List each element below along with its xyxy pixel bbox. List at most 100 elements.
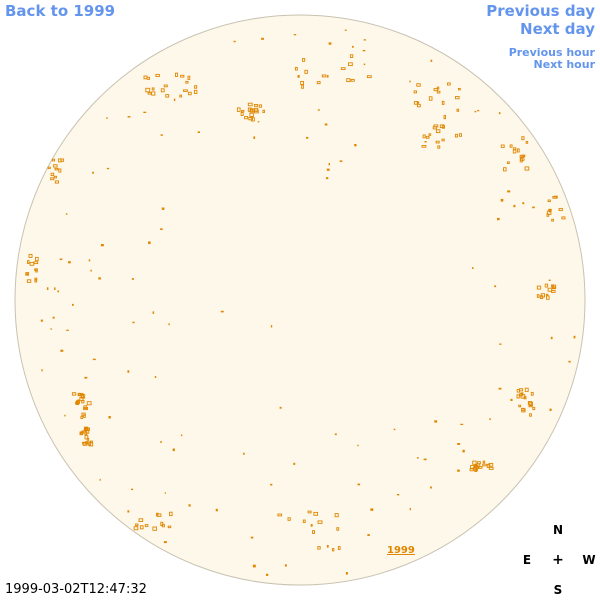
region-speck — [160, 134, 163, 136]
region-speck — [345, 572, 348, 575]
region-contour — [524, 166, 530, 171]
region-contour — [544, 283, 549, 288]
region-speck — [90, 269, 92, 272]
region-contour — [193, 89, 198, 94]
region-speck — [46, 287, 49, 290]
region-speck — [41, 369, 43, 372]
region-contour — [551, 284, 557, 289]
region-contour — [262, 109, 265, 113]
region-contour — [421, 145, 427, 148]
region-contour — [236, 107, 241, 112]
compass-north: N — [552, 523, 564, 537]
previous-hour-link[interactable]: Previous hour — [508, 46, 595, 59]
region-contour — [454, 133, 458, 138]
region-contour — [77, 399, 80, 404]
region-speck — [326, 168, 330, 171]
region-contour — [425, 135, 430, 139]
region-contour — [437, 145, 441, 149]
region-contour — [34, 277, 38, 281]
region-contour — [88, 442, 94, 447]
region-contour — [165, 94, 170, 98]
next-day-link[interactable]: Next day — [520, 20, 595, 38]
region-contours — [25, 29, 576, 576]
region-contour — [185, 80, 189, 84]
region-speck — [357, 444, 359, 447]
region-contour — [28, 253, 33, 258]
compass-east: E — [522, 553, 532, 567]
region-contour — [524, 387, 529, 392]
region-speck — [252, 564, 256, 568]
region-contour — [503, 167, 507, 172]
region-speck — [306, 136, 309, 139]
solar-disk — [14, 14, 586, 586]
region-contour — [321, 74, 327, 78]
region-speck — [172, 448, 175, 452]
year-region-label[interactable]: 1999 — [387, 545, 415, 556]
region-speck — [143, 111, 147, 113]
region-speck — [363, 39, 366, 41]
region-contour — [334, 513, 339, 518]
region-contour — [552, 196, 557, 199]
region-contour — [53, 164, 58, 168]
region-speck — [279, 406, 282, 409]
region-speck — [127, 116, 131, 118]
region-speck — [215, 508, 218, 512]
region-speck — [500, 198, 504, 202]
region-contour — [313, 511, 319, 516]
compass-center-icon: + — [552, 552, 564, 568]
region-contour — [331, 548, 335, 552]
region-contour — [348, 62, 353, 67]
region-contour — [439, 124, 445, 129]
next-hour-link[interactable]: Next hour — [533, 58, 596, 71]
region-contour — [500, 144, 505, 148]
region-speck — [409, 507, 411, 511]
region-contour — [249, 112, 254, 117]
previous-day-link[interactable]: Previous day — [486, 2, 595, 20]
region-contour — [85, 427, 90, 431]
region-speck — [127, 510, 130, 513]
region-speck — [334, 433, 337, 436]
region-contour — [441, 100, 445, 105]
region-contour — [54, 180, 59, 184]
region-contour — [147, 92, 152, 95]
region-contour — [366, 75, 372, 79]
region-contour — [536, 294, 540, 298]
region-contour — [51, 158, 56, 162]
region-contour — [35, 256, 39, 262]
region-speck — [367, 534, 370, 536]
region-speck — [293, 34, 297, 36]
region-contour — [436, 90, 441, 94]
region-contour — [83, 405, 88, 409]
region-speck — [98, 277, 101, 280]
region-contour — [53, 175, 57, 179]
region-contour — [477, 461, 481, 465]
region-speck — [148, 241, 151, 245]
region-contour — [441, 125, 445, 129]
region-speck — [462, 449, 465, 453]
region-contour — [516, 394, 520, 399]
region-speck — [180, 434, 183, 437]
region-speck — [489, 418, 491, 420]
region-speck — [100, 244, 104, 247]
region-speck — [257, 121, 260, 123]
region-speck — [325, 177, 329, 180]
region-speck — [265, 573, 269, 576]
back-to-year-link[interactable]: Back to 1999 — [5, 2, 116, 20]
timestamp-label: 1999-03-02T12:47:32 — [5, 582, 147, 597]
region-contour — [441, 138, 445, 142]
region-speck — [188, 504, 191, 507]
region-contour — [194, 85, 198, 89]
region-speck — [68, 261, 71, 264]
region-speck — [76, 400, 78, 404]
region-speck — [362, 50, 366, 52]
region-contour — [81, 399, 85, 404]
region-contour — [428, 96, 433, 101]
region-speck — [550, 336, 553, 340]
region-contour — [27, 260, 30, 264]
region-contour — [518, 404, 522, 408]
region-contour — [139, 525, 144, 530]
region-contour — [82, 441, 87, 445]
region-contour — [302, 519, 306, 523]
region-contour — [155, 73, 160, 77]
region-speck — [352, 45, 354, 48]
